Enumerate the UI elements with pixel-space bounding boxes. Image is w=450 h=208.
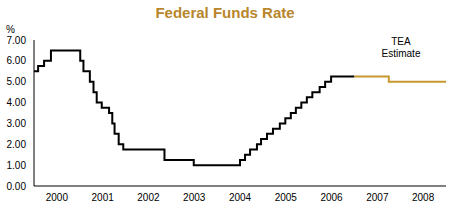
- html-text:Federal Funds Rate: Federal Funds Rate: [155, 4, 295, 21]
- svg-text:6.00: 6.00: [8, 55, 26, 66]
- svg-text:5.00: 5.00: [8, 76, 26, 87]
- html-text:Estimate: Estimate: [381, 48, 421, 59]
- svg-text:0.00: 0.00: [8, 181, 26, 192]
- html-text:TEA: TEA: [391, 36, 411, 47]
- svg-text:7.00: 7.00: [8, 35, 26, 46]
- svg-text:2.00: 2.00: [8, 139, 26, 150]
- svg-text:2001: 2001: [92, 192, 115, 203]
- svg-text:2004: 2004: [229, 192, 252, 203]
- svg-text:2007: 2007: [366, 192, 389, 203]
- svg-text:2002: 2002: [137, 192, 160, 203]
- svg-text:4.00: 4.00: [8, 97, 26, 108]
- svg-text:3.00: 3.00: [8, 118, 26, 129]
- svg-text:2000: 2000: [46, 192, 69, 203]
- svg-text:2003: 2003: [183, 192, 206, 203]
- svg-text:2008: 2008: [412, 192, 435, 203]
- svg-text:2005: 2005: [275, 192, 298, 203]
- svg-text:2006: 2006: [320, 192, 343, 203]
- svg-text:1.00: 1.00: [8, 160, 26, 171]
